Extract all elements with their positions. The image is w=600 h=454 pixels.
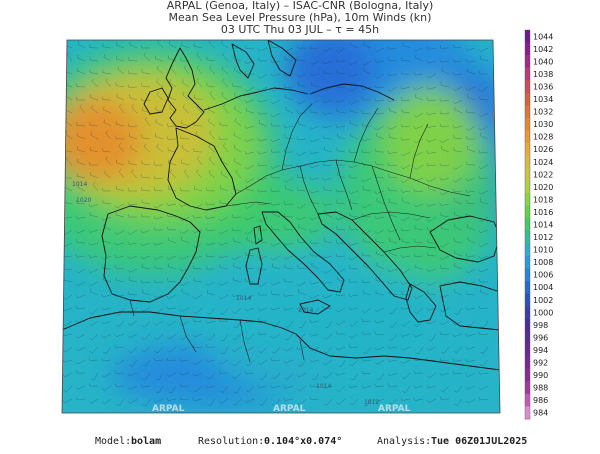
- legend-label: 1002: [533, 296, 553, 305]
- legend-swatch: [525, 243, 530, 256]
- legend-swatch: [525, 68, 530, 81]
- legend-swatch: [525, 130, 530, 143]
- legend-label: 1036: [533, 82, 553, 91]
- legend-label: 1020: [533, 183, 553, 192]
- analysis-value: Tue 06Z01JUL2025: [431, 436, 527, 447]
- legend-label: 1034: [533, 95, 553, 104]
- legend-label: 1012: [533, 233, 553, 242]
- isobar-label: 1014: [236, 295, 251, 302]
- legend-swatch: [525, 369, 530, 382]
- isobar-label: 1012: [364, 399, 379, 406]
- analysis-label: Analysis:: [377, 436, 431, 447]
- legend-swatch: [525, 281, 530, 294]
- legend-swatch: [525, 143, 530, 156]
- legend-swatch: [525, 206, 530, 219]
- legend-swatch: [525, 105, 530, 118]
- legend-swatch: [525, 30, 530, 43]
- legend-label: 992: [533, 359, 548, 368]
- legend-label: 996: [533, 333, 548, 342]
- legend-swatch: [525, 193, 530, 206]
- legend-swatch: [525, 43, 530, 56]
- arpal-watermark: ARPAL: [378, 404, 411, 414]
- legend-swatch: [525, 155, 530, 168]
- resolution-value: 0.104°x0.074°: [264, 436, 342, 447]
- legend-swatch: [525, 306, 530, 319]
- legend-label: 1030: [533, 120, 553, 129]
- legend-swatch: [525, 331, 530, 344]
- legend-label: 1032: [533, 108, 553, 117]
- legend-swatch: [525, 218, 530, 231]
- legend-swatch: [525, 344, 530, 357]
- isobar-label: 1020: [76, 197, 91, 204]
- legend-label: 1008: [533, 258, 553, 267]
- color-legend: 1044 1042 1040 1038 1036 1034 1032 1030 1028 1026…: [525, 30, 553, 419]
- legend-swatch: [525, 118, 530, 131]
- legend-label: 986: [533, 396, 548, 405]
- legend-label: 1042: [533, 45, 553, 54]
- legend-swatch: [525, 80, 530, 93]
- legend-swatch: [525, 406, 530, 419]
- legend-label: 1014: [533, 221, 553, 230]
- legend-label: 990: [533, 371, 548, 380]
- legend-swatch: [525, 181, 530, 194]
- isobar-label: 1014: [316, 383, 331, 390]
- legend-label: 1040: [533, 57, 553, 66]
- legend-swatch: [525, 231, 530, 244]
- legend-label: 1038: [533, 70, 553, 79]
- arpal-watermark: ARPAL: [273, 404, 306, 414]
- legend-label: 1000: [533, 308, 553, 317]
- model-value: bolam: [131, 436, 161, 447]
- legend-label: 1022: [533, 170, 553, 179]
- legend-swatch: [525, 168, 530, 181]
- legend-swatch: [525, 93, 530, 106]
- legend-swatch: [525, 256, 530, 269]
- legend-label: 1024: [533, 158, 553, 167]
- legend-label: 984: [533, 409, 548, 418]
- legend-swatch: [525, 55, 530, 68]
- arpal-watermark: ARPAL: [152, 404, 185, 414]
- legend-label: 1026: [533, 145, 553, 154]
- legend-swatch: [525, 294, 530, 307]
- legend-label: 1010: [533, 246, 553, 255]
- legend-label: 1006: [533, 271, 553, 280]
- isobar-label: 1014: [72, 181, 87, 188]
- legend-swatch: [525, 394, 530, 407]
- legend-swatch: [525, 356, 530, 369]
- isobar-label: 1014: [298, 307, 313, 314]
- legend-swatch: [525, 319, 530, 332]
- resolution-label: Resolution:: [198, 436, 264, 447]
- model-label: Model:: [95, 436, 131, 447]
- legend-label: 1018: [533, 195, 553, 204]
- legend-swatch: [525, 381, 530, 394]
- legend-label: 1016: [533, 208, 553, 217]
- legend-label: 1028: [533, 133, 553, 142]
- legend-label: 1004: [533, 283, 553, 292]
- legend-label: 1044: [533, 32, 553, 41]
- legend-swatch: [525, 268, 530, 281]
- legend-label: 988: [533, 384, 548, 393]
- legend-label: 998: [533, 321, 548, 330]
- legend-label: 994: [533, 346, 548, 355]
- footer: Model: bolam Resolution: 0.104°x0.074° A…: [0, 436, 600, 450]
